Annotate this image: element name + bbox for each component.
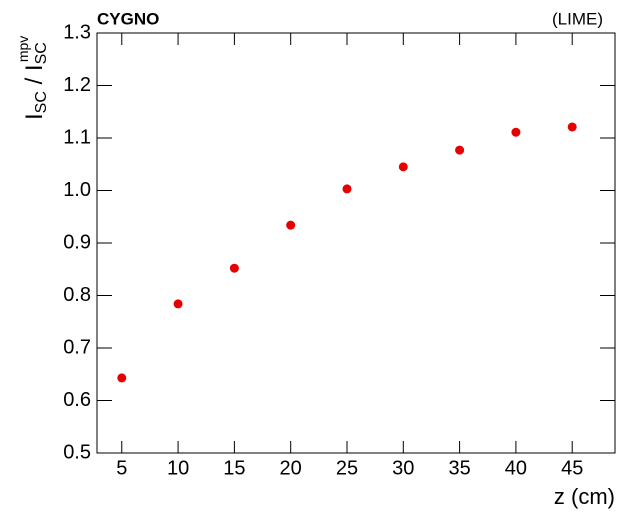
y-axis-label: ISC / ISCmpv bbox=[15, 36, 51, 120]
x-axis-label: z (cm) bbox=[554, 484, 615, 509]
y-label-part: / bbox=[21, 71, 48, 91]
x-tick-label: 15 bbox=[223, 457, 245, 479]
y-label-part: SC bbox=[33, 91, 50, 113]
data-point bbox=[229, 263, 239, 273]
y-tick-label: 0.8 bbox=[63, 284, 91, 306]
y-tick-label: 1.3 bbox=[63, 21, 91, 43]
data-point bbox=[286, 220, 296, 230]
y-tick-label: 1.0 bbox=[63, 179, 91, 201]
y-tick-label: 0.6 bbox=[63, 389, 91, 411]
x-tick-label: 25 bbox=[336, 457, 358, 479]
data-point bbox=[117, 373, 127, 383]
y-tick-label: 1.2 bbox=[63, 74, 91, 96]
x-tick-label: 20 bbox=[280, 457, 302, 479]
x-tick-label: 40 bbox=[505, 457, 527, 479]
x-tick-label: 45 bbox=[561, 457, 583, 479]
y-label-part: mpv bbox=[15, 36, 31, 62]
y-tick-label: 0.9 bbox=[63, 231, 91, 253]
chart-title: CYGNO bbox=[97, 9, 159, 28]
y-tick-label: 1.1 bbox=[63, 126, 91, 148]
x-tick-label: 10 bbox=[167, 457, 189, 479]
data-point bbox=[173, 299, 183, 309]
y-label-part: I bbox=[21, 64, 48, 71]
x-tick-label: 30 bbox=[392, 457, 414, 479]
x-tick-label: 35 bbox=[448, 457, 470, 479]
y-label-part: SC bbox=[33, 42, 50, 64]
data-point bbox=[342, 184, 352, 194]
data-point bbox=[511, 127, 521, 137]
data-point bbox=[567, 122, 577, 132]
data-point bbox=[398, 162, 408, 172]
y-tick-label: 0.5 bbox=[63, 441, 91, 463]
y-tick-label: 0.7 bbox=[63, 336, 91, 358]
plot-frame bbox=[96, 32, 616, 454]
y-label-part: I bbox=[21, 113, 48, 120]
x-tick-label: 5 bbox=[116, 457, 127, 479]
chart-subtitle: (LIME) bbox=[552, 9, 603, 28]
data-point bbox=[455, 145, 465, 155]
